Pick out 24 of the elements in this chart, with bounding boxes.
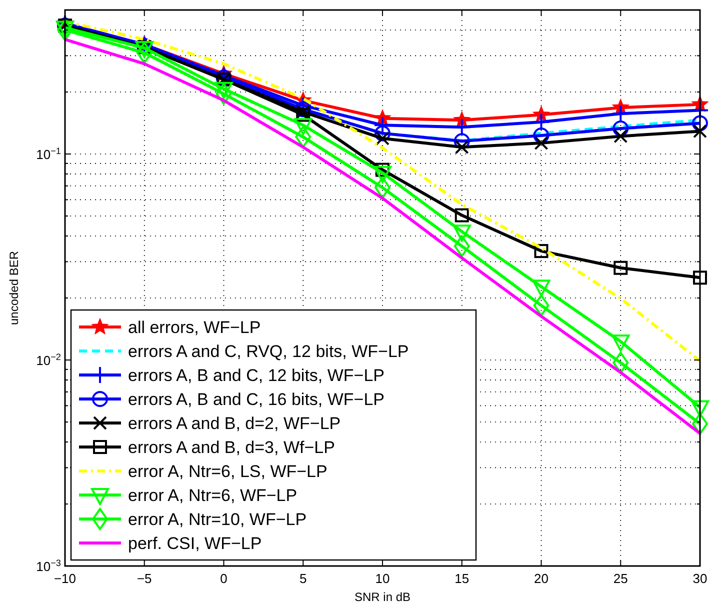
legend-label: error A, Ntr=6, WF−LP	[128, 486, 298, 505]
x-axis-title: SNR in dB	[354, 590, 411, 604]
x-tick-label: −10	[54, 571, 76, 586]
x-tick-label: 0	[220, 571, 228, 586]
y-tick-label: 10$^{−1}$	[36, 146, 61, 162]
x-tick-label: 10	[375, 571, 390, 586]
y-axis-title: uncoded BER	[7, 250, 21, 326]
y-tick-label: 10$^{−2}$	[36, 352, 61, 368]
legend-label: errors A and C, RVQ, 12 bits, WF−LP	[128, 342, 409, 361]
legend-label: errors A and B, d=3, Wf−LP	[128, 438, 335, 457]
legend-label: perf. CSI, WF−LP	[128, 534, 262, 553]
x-tick-label: 30	[692, 571, 708, 586]
legend-label: all errors, WF−LP	[128, 318, 261, 337]
legend-label: errors A, B and C, 12 bits, WF−LP	[128, 366, 385, 385]
x-tick-label: −5	[136, 571, 152, 586]
y-tick-label: 10$^{−3}$	[36, 558, 61, 574]
x-tick-label: 20	[534, 571, 548, 586]
x-tick-label: 25	[613, 571, 628, 586]
x-tick-label: 5	[300, 571, 307, 586]
legend-label: error A, Ntr=10, WF−LP	[128, 510, 307, 529]
legend-label: error A, Ntr=6, LS, WF−LP	[128, 462, 328, 481]
legend-label: errors A and B, d=2, WF−LP	[128, 414, 341, 433]
x-tick-label: 15	[454, 571, 470, 586]
legend-label: errors A, B and C, 16 bits, WF−LP	[128, 390, 385, 409]
